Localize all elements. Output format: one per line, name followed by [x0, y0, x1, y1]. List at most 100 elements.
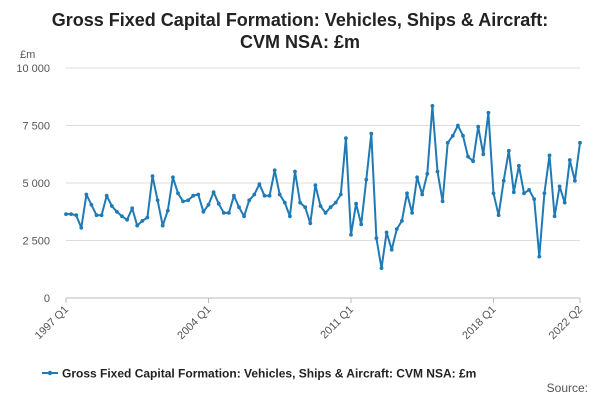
- data-point-2006-q3[interactable]: [257, 182, 262, 187]
- data-point-1998-q4[interactable]: [99, 213, 104, 218]
- data-point-2014-q1[interactable]: [410, 211, 414, 215]
- data-point-2010-q2[interactable]: [333, 200, 338, 205]
- data-point-2011-q1[interactable]: [349, 232, 353, 237]
- data-point-2011-q3[interactable]: [359, 222, 364, 227]
- data-point-1998-q3[interactable]: [94, 213, 99, 218]
- data-point-2001-q1[interactable]: [145, 215, 150, 220]
- data-point-1997-q1[interactable]: [64, 212, 68, 217]
- data-point-2012-q2[interactable]: [374, 236, 379, 241]
- data-point-2002-q1[interactable]: [165, 208, 170, 213]
- data-point-2008-q4[interactable]: [303, 205, 308, 210]
- data-point-2018-q4[interactable]: [506, 148, 511, 153]
- data-point-2006-q4[interactable]: [262, 193, 267, 198]
- data-point-1999-q2[interactable]: [109, 204, 114, 208]
- data-point-2022-q1[interactable]: [573, 178, 577, 183]
- legend[interactable]: Gross Fixed Capital Formation: Vehicles,…: [42, 367, 476, 381]
- data-point-2019-q2[interactable]: [517, 163, 521, 168]
- data-point-2000-q1[interactable]: [125, 217, 129, 222]
- data-point-2003-q3[interactable]: [196, 192, 201, 197]
- data-point-2013-q2[interactable]: [394, 227, 399, 231]
- data-point-2006-q2[interactable]: [252, 192, 257, 197]
- data-point-2014-q2[interactable]: [415, 175, 419, 180]
- data-point-2007-q4[interactable]: [282, 200, 287, 205]
- data-point-1997-q4[interactable]: [79, 225, 84, 230]
- data-point-2002-q2[interactable]: [171, 175, 175, 180]
- data-point-2013-q1[interactable]: [389, 247, 394, 252]
- data-point-2004-q2[interactable]: [211, 190, 216, 195]
- data-point-2006-q1[interactable]: [247, 198, 252, 203]
- data-point-2020-q2[interactable]: [537, 254, 542, 259]
- data-point-2017-q4[interactable]: [486, 110, 491, 115]
- data-point-2009-q2[interactable]: [313, 183, 318, 188]
- data-point-2007-q3[interactable]: [277, 192, 282, 197]
- data-point-2013-q4[interactable]: [405, 191, 409, 196]
- data-point-2001-q3[interactable]: [155, 198, 160, 203]
- data-point-2007-q1[interactable]: [267, 193, 272, 198]
- data-point-2016-q3[interactable]: [461, 133, 465, 138]
- data-point-1997-q2[interactable]: [69, 212, 73, 217]
- data-point-2009-q1[interactable]: [308, 221, 313, 226]
- data-point-2004-q3[interactable]: [216, 201, 221, 206]
- data-point-2020-q1[interactable]: [532, 197, 537, 202]
- data-point-2009-q3[interactable]: [318, 204, 323, 208]
- data-point-2003-q2[interactable]: [191, 193, 196, 198]
- data-point-2011-q2[interactable]: [354, 201, 358, 206]
- data-point-2007-q2[interactable]: [272, 168, 277, 173]
- data-point-2019-q3[interactable]: [522, 191, 526, 196]
- data-point-2008-q3[interactable]: [298, 200, 302, 205]
- data-point-1999-q4[interactable]: [120, 214, 124, 219]
- data-point-2002-q3[interactable]: [176, 191, 180, 196]
- data-point-2015-q2[interactable]: [435, 169, 440, 174]
- data-point-2005-q4[interactable]: [242, 214, 247, 219]
- data-point-2002-q4[interactable]: [181, 199, 185, 204]
- data-point-2014-q3[interactable]: [420, 192, 425, 197]
- data-point-2018-q2[interactable]: [496, 213, 501, 218]
- data-point-2021-q1[interactable]: [552, 214, 557, 219]
- data-point-2001-q2[interactable]: [150, 174, 155, 179]
- data-point-2017-q1[interactable]: [471, 159, 475, 164]
- data-point-2004-q4[interactable]: [221, 211, 226, 215]
- data-point-2016-q2[interactable]: [456, 123, 460, 128]
- data-point-2000-q2[interactable]: [130, 206, 135, 211]
- data-point-2015-q1[interactable]: [430, 104, 435, 108]
- data-point-2021-q4[interactable]: [567, 158, 572, 162]
- data-point-2014-q4[interactable]: [425, 171, 430, 176]
- data-point-2005-q2[interactable]: [232, 193, 236, 198]
- data-point-2008-q1[interactable]: [288, 214, 292, 219]
- data-point-2016-q4[interactable]: [466, 154, 470, 159]
- data-point-2018-q3[interactable]: [501, 178, 506, 183]
- data-point-1999-q1[interactable]: [104, 193, 109, 198]
- data-point-2019-q1[interactable]: [511, 190, 516, 195]
- data-point-2012-q4[interactable]: [384, 230, 389, 235]
- data-point-2015-q4[interactable]: [445, 140, 450, 145]
- data-point-2011-q4[interactable]: [364, 177, 369, 182]
- data-point-2001-q4[interactable]: [160, 223, 165, 228]
- data-point-2010-q3[interactable]: [338, 192, 343, 197]
- data-point-2021-q2[interactable]: [557, 184, 562, 189]
- data-point-2003-q1[interactable]: [186, 198, 191, 203]
- data-point-2009-q4[interactable]: [323, 211, 328, 215]
- data-point-2000-q3[interactable]: [135, 223, 140, 228]
- data-point-2020-q3[interactable]: [542, 191, 547, 196]
- data-point-2012-q3[interactable]: [379, 266, 384, 270]
- data-point-1997-q3[interactable]: [74, 213, 79, 218]
- data-point-1999-q3[interactable]: [115, 209, 119, 214]
- data-point-2017-q3[interactable]: [481, 152, 486, 157]
- data-point-2012-q1[interactable]: [369, 131, 374, 136]
- data-point-1998-q2[interactable]: [89, 202, 94, 207]
- data-point-2000-q4[interactable]: [140, 219, 145, 223]
- data-point-2018-q1[interactable]: [491, 191, 496, 196]
- data-point-2005-q1[interactable]: [227, 211, 231, 215]
- data-point-2010-q4[interactable]: [344, 136, 348, 141]
- data-point-2003-q4[interactable]: [201, 209, 206, 214]
- data-point-2016-q1[interactable]: [450, 133, 455, 138]
- data-point-2021-q3[interactable]: [562, 200, 567, 205]
- data-point-2008-q2[interactable]: [293, 169, 297, 174]
- data-point-1998-q1[interactable]: [84, 192, 89, 197]
- data-point-2017-q2[interactable]: [476, 124, 481, 129]
- data-point-2022-q2[interactable]: [578, 140, 582, 145]
- data-point-2010-q1[interactable]: [328, 205, 333, 210]
- data-point-2019-q4[interactable]: [527, 188, 531, 192]
- data-point-2013-q3[interactable]: [400, 219, 404, 223]
- data-point-2015-q3[interactable]: [440, 199, 445, 204]
